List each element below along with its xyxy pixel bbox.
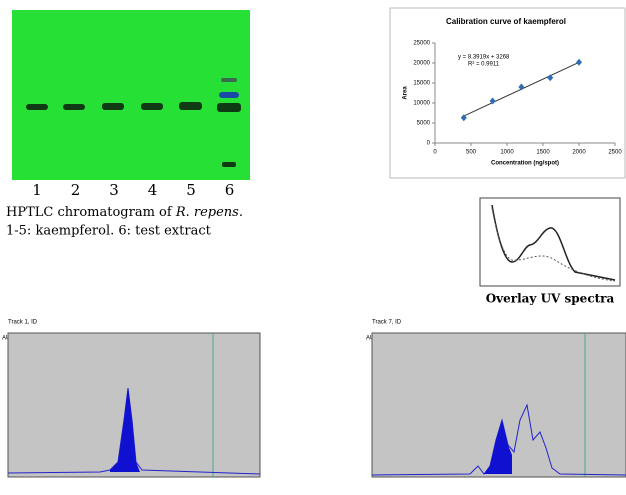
band xyxy=(26,104,48,110)
densitogram-trace xyxy=(371,403,626,476)
caption-text: HPTLC chromatogram of xyxy=(6,205,176,220)
x-tick-label: 2000 xyxy=(572,150,586,156)
lane-label: 5 xyxy=(186,181,196,199)
uv-curve xyxy=(491,207,616,282)
densitogram-y-label: AU xyxy=(366,336,374,342)
band xyxy=(141,103,163,110)
densitogram-title: Track 7, ID xyxy=(372,320,402,326)
data-point xyxy=(518,83,525,91)
y-tick-label: 20000 xyxy=(413,61,430,67)
caption-species: R. repens. xyxy=(175,205,243,220)
lane-label: 1 xyxy=(32,181,42,199)
y-tick-label: 0 xyxy=(427,141,431,147)
y-tick-label: 5000 xyxy=(417,121,431,127)
data-point xyxy=(547,74,554,82)
tlc-caption: 1-5: kaempferol. 6: test extract xyxy=(6,224,212,239)
x-tick-label: 2500 xyxy=(608,150,622,156)
densitogram-title: Track 1, ID xyxy=(8,320,38,326)
densitogram-y-label: AU xyxy=(2,336,10,342)
data-point xyxy=(576,58,582,66)
band xyxy=(179,102,202,110)
uv-frame xyxy=(479,197,621,287)
y-tick-label: 15000 xyxy=(413,81,430,87)
lane-label: 2 xyxy=(71,181,81,199)
uv-caption: Overlay UV spectra xyxy=(486,292,615,306)
x-tick-label: 1500 xyxy=(536,150,550,156)
band xyxy=(219,92,239,98)
band xyxy=(102,103,124,110)
y-axis-label: Area xyxy=(403,86,409,100)
y-tick-label: 10000 xyxy=(413,101,430,107)
x-tick-label: 500 xyxy=(466,150,477,156)
lane-label: 6 xyxy=(225,181,235,199)
tlc-caption: HPTLC chromatogram of R. repens. xyxy=(6,205,243,220)
band xyxy=(63,104,85,110)
band xyxy=(217,103,241,112)
uv-spectra xyxy=(479,197,621,287)
tlc-plate xyxy=(12,10,250,180)
chart-frame xyxy=(389,7,626,179)
chart-title: Calibration curve of kaempferol xyxy=(446,17,566,26)
peak-area xyxy=(110,388,140,472)
x-axis-label: Concentration (ng/spot) xyxy=(491,161,559,167)
lane-label: 4 xyxy=(148,181,158,199)
band xyxy=(221,78,237,82)
peak-area xyxy=(484,420,512,474)
uv-curve xyxy=(491,204,616,281)
x-tick-label: 0 xyxy=(433,150,437,156)
plate xyxy=(12,10,250,180)
band xyxy=(222,162,236,167)
data-point xyxy=(489,97,496,105)
annotation: R² = 0.9911 xyxy=(468,62,500,68)
lane-label: 3 xyxy=(109,181,119,199)
data-point xyxy=(460,114,467,122)
x-tick-label: 1000 xyxy=(500,150,514,156)
annotation: y = 8.3919x + 3268 xyxy=(458,55,510,61)
y-tick-label: 25000 xyxy=(413,41,430,47)
